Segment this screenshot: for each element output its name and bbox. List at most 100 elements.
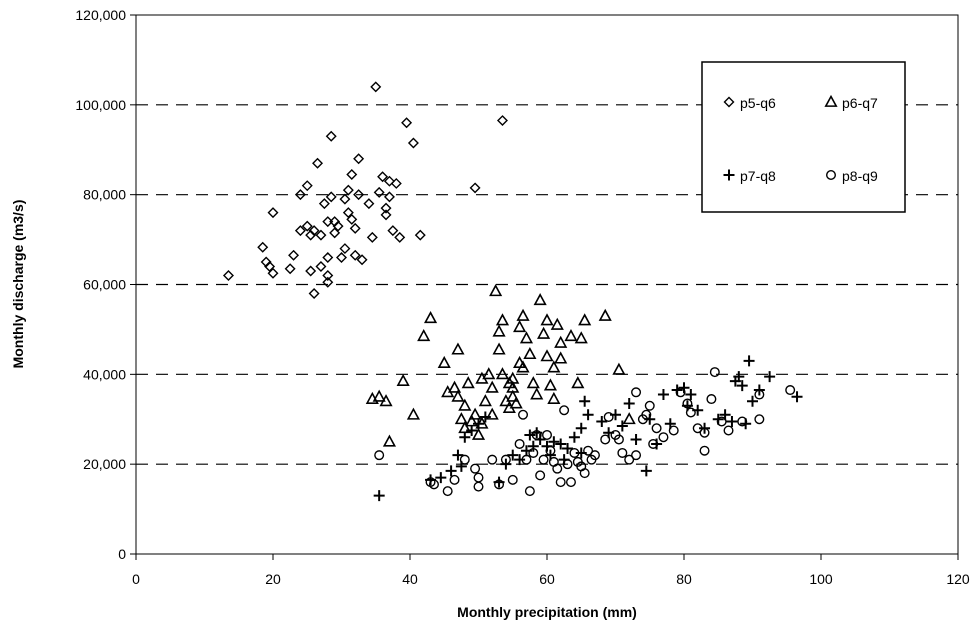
data-point	[459, 454, 470, 465]
data-point	[723, 425, 734, 436]
data-point	[308, 287, 320, 299]
y-axis-ticks: 0 20,000 40,000 60,000 80,000 100,000 120,000	[75, 7, 136, 562]
legend-item: p7-q8	[723, 168, 776, 184]
data-point	[458, 398, 472, 411]
data-point	[329, 227, 341, 239]
data-point	[675, 387, 686, 398]
y-tick-label: 20,000	[83, 456, 126, 472]
data-point	[380, 209, 392, 221]
data-point	[267, 267, 279, 279]
data-point	[598, 308, 612, 321]
data-point	[322, 276, 334, 288]
data-point	[346, 213, 358, 225]
data-point	[468, 407, 482, 420]
data-point	[554, 335, 568, 348]
data-point	[526, 376, 540, 389]
data-point	[617, 447, 628, 458]
data-point	[442, 486, 453, 497]
data-point	[574, 331, 588, 344]
data-point	[473, 472, 484, 483]
y-axis-title: Monthly discharge (m3/s)	[10, 200, 26, 369]
data-point	[579, 395, 591, 407]
data-point	[494, 479, 505, 490]
series-p8-q9	[374, 367, 796, 497]
data-point	[545, 445, 556, 456]
data-point	[524, 429, 536, 441]
data-point	[733, 371, 745, 383]
data-point	[513, 319, 527, 333]
data-point	[423, 311, 438, 324]
data-point	[482, 367, 496, 380]
data-point	[791, 391, 803, 403]
legend-marker	[824, 94, 838, 107]
data-point	[578, 313, 592, 326]
data-point	[496, 115, 508, 127]
legend-marker	[723, 96, 735, 108]
data-point	[372, 389, 386, 402]
x-tick-label: 80	[676, 571, 692, 587]
data-point	[318, 198, 330, 210]
data-point	[754, 389, 765, 400]
data-point	[454, 412, 468, 425]
data-point	[754, 414, 765, 425]
data-point	[571, 376, 585, 389]
data-point	[407, 137, 419, 149]
data-point	[603, 412, 614, 423]
data-point	[547, 391, 561, 404]
data-point	[437, 355, 451, 369]
data-point	[336, 252, 347, 264]
data-point	[379, 394, 393, 407]
data-point	[583, 445, 594, 456]
data-point	[308, 225, 320, 237]
data-point	[329, 216, 341, 228]
data-point	[548, 436, 560, 448]
data-point	[466, 424, 478, 436]
data-point	[485, 407, 499, 420]
data-point	[623, 398, 635, 410]
legend-label: p6-q7	[842, 95, 878, 111]
data-point	[550, 317, 564, 330]
data-point	[682, 398, 693, 409]
data-point	[449, 474, 460, 485]
data-point	[492, 324, 506, 337]
legend-item: p6-q7	[824, 94, 878, 111]
data-point	[315, 261, 327, 273]
data-point	[538, 454, 549, 465]
data-point	[514, 438, 525, 449]
data-point	[747, 395, 758, 407]
data-point	[651, 438, 663, 450]
data-point	[401, 117, 413, 129]
data-point	[624, 454, 635, 465]
data-point	[495, 367, 510, 380]
data-point	[485, 380, 499, 393]
data-point	[542, 429, 553, 440]
data-point	[785, 385, 796, 396]
legend: p5-q6 p6-q7 p7-q8 p8-q9	[701, 61, 906, 213]
data-point	[349, 249, 361, 261]
data-point	[640, 465, 652, 477]
data-point	[374, 450, 385, 461]
data-point	[473, 418, 484, 430]
data-point	[487, 454, 498, 465]
data-point	[459, 431, 471, 443]
data-point	[706, 394, 717, 405]
data-point	[616, 420, 628, 432]
data-point	[657, 389, 669, 401]
data-point	[382, 434, 397, 447]
data-point	[613, 434, 624, 445]
data-point	[547, 360, 561, 373]
data-point	[531, 429, 542, 440]
data-point	[736, 380, 748, 392]
data-point	[709, 367, 720, 378]
data-point	[383, 175, 395, 187]
data-point	[685, 407, 696, 418]
data-point	[451, 389, 465, 402]
data-point	[569, 447, 580, 458]
data-point	[630, 433, 642, 445]
data-point	[322, 270, 334, 282]
data-point	[559, 405, 570, 416]
data-point	[528, 447, 539, 458]
y-tick-label: 60,000	[83, 277, 126, 293]
data-point	[644, 400, 655, 411]
data-point	[524, 486, 535, 497]
